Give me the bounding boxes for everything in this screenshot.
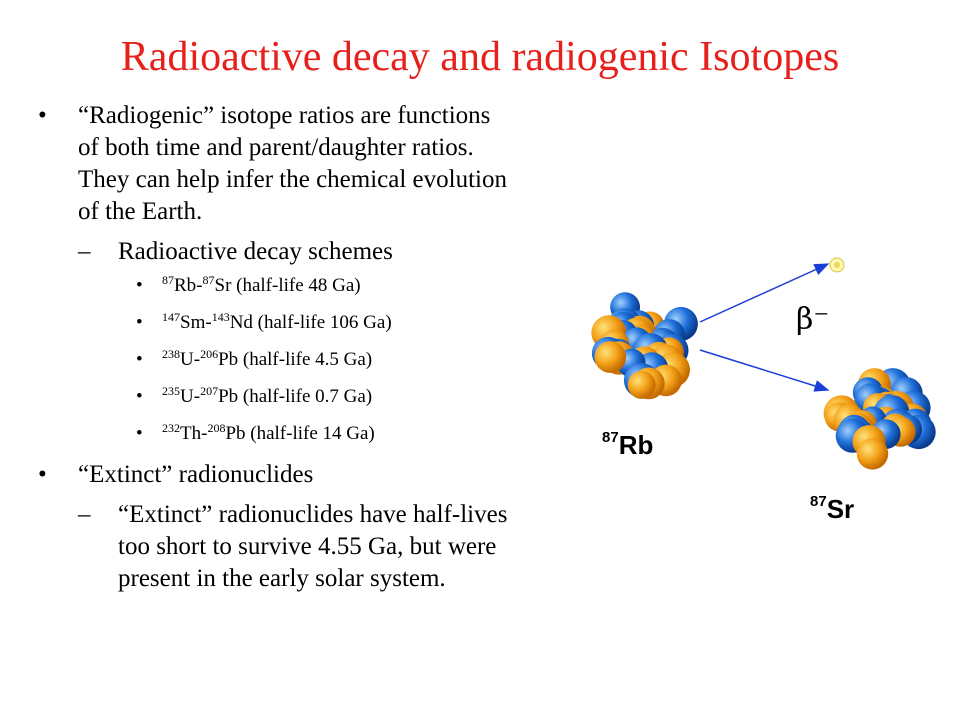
- daughter-mass: 206: [200, 347, 219, 361]
- subbullet-text: Radioactive decay schemes: [118, 238, 393, 265]
- parent-mass: 235: [162, 384, 180, 398]
- proton-sphere: [627, 370, 656, 399]
- beta-arrow: [699, 263, 830, 323]
- proton-sphere: [594, 341, 627, 373]
- decay-scheme-item: • 235U-207Pb (half-life 0.7 Ga): [38, 385, 508, 409]
- daughter-mass: 143: [211, 310, 230, 324]
- bullet-dot: •: [136, 386, 143, 407]
- parent-mass: 238: [162, 347, 180, 361]
- daughter-isotope-mass: 87: [810, 493, 827, 510]
- daughter-mass: 207: [200, 384, 219, 398]
- daughter-mass: 87: [202, 273, 215, 287]
- daughter-element: Pb (half-life 14 Ga): [225, 423, 375, 444]
- beta-particle: [829, 257, 845, 273]
- daughter-element: Nd (half-life 106 Ga): [229, 312, 392, 333]
- dash-marker: –: [78, 501, 91, 528]
- rb-nucleus: [591, 292, 698, 400]
- bullet-dot: •: [136, 275, 143, 296]
- subbullet-schemes: – Radioactive decay schemes: [38, 236, 508, 268]
- parent-isotope-mass: 87: [602, 429, 619, 446]
- bullet-list: • “Radiogenic” isotope ratios are functi…: [38, 100, 508, 601]
- decay-scheme-item: • 87Rb-87Sr (half-life 48 Ga): [38, 274, 508, 298]
- sr-nucleus: [823, 368, 936, 470]
- bullet-radiogenic: • “Radiogenic” isotope ratios are functi…: [38, 100, 508, 228]
- decay-arrow: [699, 349, 830, 392]
- decay-diagram: 87Rb 87Sr β⁻: [560, 240, 960, 560]
- bullet-dot: •: [136, 349, 143, 370]
- decay-scheme-item: • 232Th-208Pb (half-life 14 Ga): [38, 422, 508, 446]
- bullet-dot: •: [136, 423, 143, 444]
- decay-scheme-item: • 238U-206Pb (half-life 4.5 Ga): [38, 348, 508, 372]
- subbullet-text: “Extinct” radionuclides have half-lives …: [118, 501, 508, 592]
- parent-element: Th-: [180, 423, 208, 444]
- daughter-element: Sr (half-life 48 Ga): [214, 275, 361, 296]
- bullet-dot: •: [38, 102, 47, 129]
- daughter-element: Pb (half-life 0.7 Ga): [218, 386, 373, 407]
- dash-marker: –: [78, 238, 91, 265]
- parent-isotope-symbol: Rb: [618, 430, 654, 460]
- parent-mass: 147: [162, 310, 180, 324]
- decay-scheme-list: • 87Rb-87Sr (half-life 48 Ga) • 147Sm-143N…: [38, 274, 508, 446]
- bullet-text: “Radiogenic” isotope ratios are function…: [78, 102, 507, 225]
- bullet-dot: •: [38, 461, 47, 488]
- page-title: Radioactive decay and radiogenic Isotope…: [120, 34, 840, 80]
- parent-mass: 232: [162, 421, 180, 435]
- parent-isotope-label: 87Rb: [602, 430, 653, 461]
- parent-element: U-: [180, 349, 201, 370]
- decay-scheme-item: • 147Sm-143Nd (half-life 106 Ga): [38, 311, 508, 335]
- parent-element: Rb-: [174, 275, 203, 296]
- subbullet-extinct-detail: – “Extinct” radionuclides have half-live…: [38, 499, 508, 595]
- daughter-mass: 208: [207, 421, 226, 435]
- proton-sphere: [856, 438, 889, 470]
- daughter-isotope-symbol: Sr: [826, 494, 855, 524]
- bullet-dot: •: [136, 312, 143, 333]
- daughter-isotope-label: 87Sr: [810, 494, 854, 525]
- parent-element: U-: [180, 386, 201, 407]
- beta-minus-label: β⁻: [796, 302, 830, 337]
- bullet-extinct: • “Extinct” radionuclides: [38, 459, 508, 491]
- decay-diagram-svg: [591, 257, 936, 470]
- parent-mass: 87: [162, 273, 174, 287]
- daughter-element: Pb (half-life 4.5 Ga): [218, 349, 373, 370]
- bullet-text: “Extinct” radionuclides: [78, 461, 314, 488]
- parent-element: Sm-: [180, 312, 212, 333]
